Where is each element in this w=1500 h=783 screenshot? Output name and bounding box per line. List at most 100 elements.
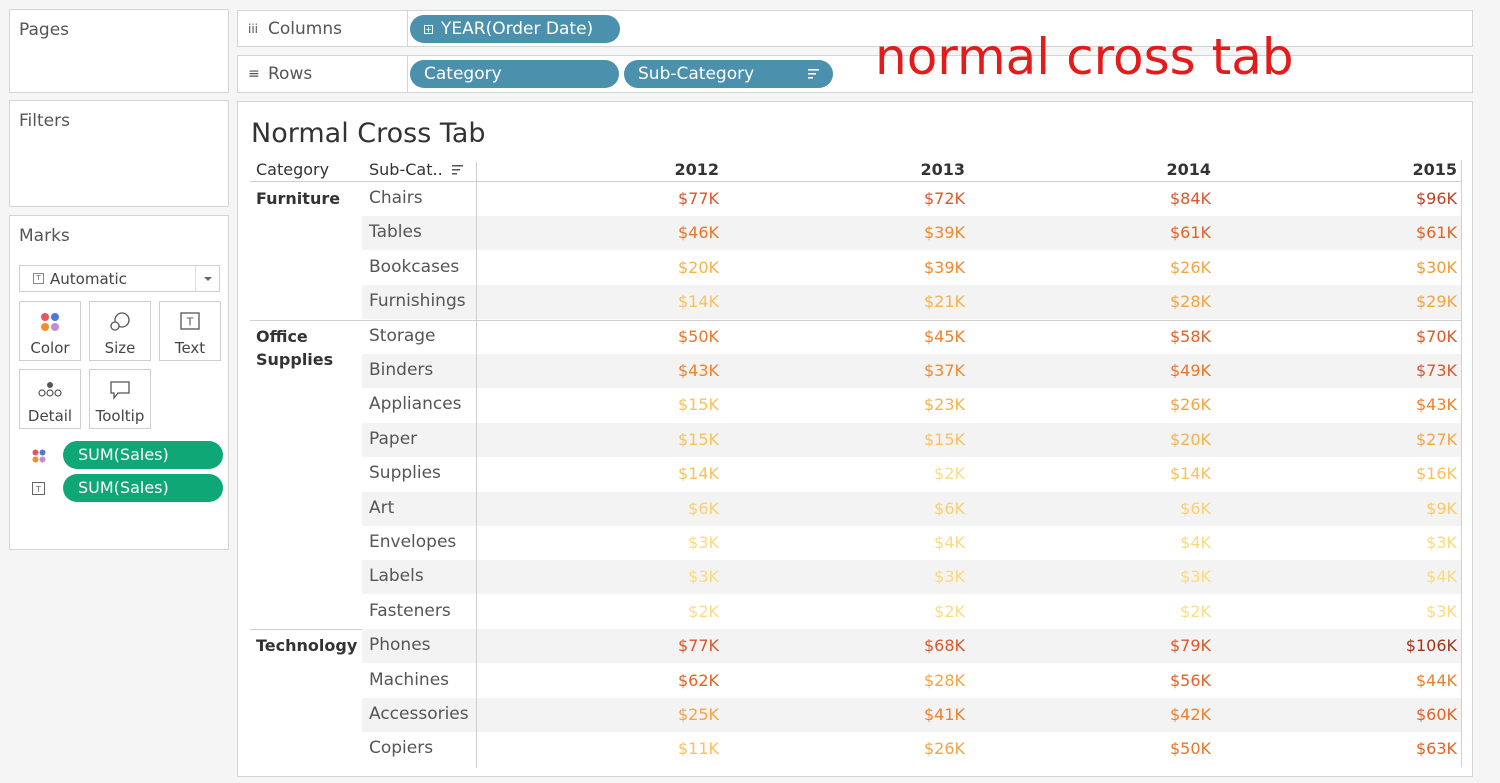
sort-icon[interactable] xyxy=(452,165,463,175)
sales-cell[interactable]: $27K xyxy=(1415,430,1457,449)
year-header-2012[interactable]: 2012 xyxy=(674,160,719,179)
sales-cell[interactable]: $2K xyxy=(1180,602,1211,621)
sales-cell[interactable]: $14K xyxy=(677,464,719,483)
table-row[interactable]: Labels $3K $3K $3K $4K xyxy=(250,560,1461,594)
sales-cell[interactable]: $62K xyxy=(677,671,719,690)
sales-cell[interactable]: $39K xyxy=(923,258,965,277)
sales-cell[interactable]: $63K xyxy=(1415,739,1457,758)
sales-cell[interactable]: $60K xyxy=(1415,705,1457,724)
sales-cell[interactable]: $9K xyxy=(1426,499,1457,518)
subcategory-cell[interactable]: Envelopes xyxy=(369,532,457,552)
sum-sales-text-pill[interactable]: SUM(Sales) xyxy=(63,474,223,502)
sales-cell[interactable]: $56K xyxy=(1169,671,1211,690)
table-row[interactable]: Appliances $15K $23K $26K $43K xyxy=(250,388,1461,422)
sales-cell[interactable]: $20K xyxy=(1169,430,1211,449)
table-row[interactable]: Binders $43K $37K $49K $73K xyxy=(250,354,1461,388)
sales-cell[interactable]: $26K xyxy=(1169,258,1211,277)
sales-cell[interactable]: $28K xyxy=(923,671,965,690)
sales-cell[interactable]: $15K xyxy=(677,430,719,449)
detail-button[interactable]: Detail xyxy=(19,369,81,429)
table-row[interactable]: Phones $77K $68K $79K $106K xyxy=(250,629,1461,663)
subcategory-cell[interactable]: Chairs xyxy=(369,188,423,208)
sales-cell[interactable]: $16K xyxy=(1415,464,1457,483)
sales-cell[interactable]: $42K xyxy=(1169,705,1211,724)
sales-cell[interactable]: $26K xyxy=(1169,395,1211,414)
sales-cell[interactable]: $4K xyxy=(1180,533,1211,552)
year-header-2015[interactable]: 2015 xyxy=(1412,160,1457,179)
sales-cell[interactable]: $3K xyxy=(1426,602,1457,621)
sales-cell[interactable]: $70K xyxy=(1415,327,1457,346)
sales-cell[interactable]: $3K xyxy=(1426,533,1457,552)
subcategory-cell[interactable]: Binders xyxy=(369,360,434,380)
table-row[interactable]: Envelopes $3K $4K $4K $3K xyxy=(250,526,1461,560)
sales-cell[interactable]: $2K xyxy=(934,464,965,483)
subcategory-cell[interactable]: Fasteners xyxy=(369,601,451,621)
sales-cell[interactable]: $96K xyxy=(1415,189,1457,208)
sales-cell[interactable]: $14K xyxy=(677,292,719,311)
sales-cell[interactable]: $3K xyxy=(688,533,719,552)
sales-cell[interactable]: $26K xyxy=(923,739,965,758)
chevron-down-icon[interactable] xyxy=(195,266,219,291)
sales-cell[interactable]: $77K xyxy=(677,636,719,655)
table-row[interactable]: Machines $62K $28K $56K $44K xyxy=(250,664,1461,698)
subcategory-cell[interactable]: Art xyxy=(369,498,395,518)
subcategory-cell[interactable]: Machines xyxy=(369,670,450,690)
table-row[interactable]: Chairs $77K $72K $84K $96K xyxy=(250,182,1461,216)
sales-cell[interactable]: $43K xyxy=(677,361,719,380)
sales-cell[interactable]: $4K xyxy=(934,533,965,552)
subcategory-cell[interactable]: Appliances xyxy=(369,394,462,414)
mark-type-dropdown[interactable]: T Automatic xyxy=(19,265,220,292)
sales-cell[interactable]: $3K xyxy=(688,567,719,586)
filters-card[interactable]: Filters xyxy=(9,100,229,207)
sales-cell[interactable]: $2K xyxy=(934,602,965,621)
table-row[interactable]: Supplies $14K $2K $14K $16K xyxy=(250,457,1461,491)
color-button[interactable]: Color xyxy=(19,301,81,361)
tooltip-button[interactable]: Tooltip xyxy=(89,369,151,429)
sales-cell[interactable]: $3K xyxy=(934,567,965,586)
sales-cell[interactable]: $49K xyxy=(1169,361,1211,380)
sales-cell[interactable]: $58K xyxy=(1169,327,1211,346)
sales-cell[interactable]: $43K xyxy=(1415,395,1457,414)
sales-cell[interactable]: $77K xyxy=(677,189,719,208)
sales-cell[interactable]: $6K xyxy=(688,499,719,518)
category-cell[interactable]: Technology xyxy=(256,636,358,655)
year-order-date-pill[interactable]: + YEAR(Order Date) xyxy=(410,15,620,43)
sales-cell[interactable]: $45K xyxy=(923,327,965,346)
sales-cell[interactable]: $6K xyxy=(934,499,965,518)
subcategory-cell[interactable]: Supplies xyxy=(369,463,441,483)
sales-cell[interactable]: $61K xyxy=(1169,223,1211,242)
subcategory-cell[interactable]: Paper xyxy=(369,429,418,449)
columns-shelf[interactable]: iii Columns + YEAR(Order Date) xyxy=(237,10,1473,47)
expand-icon[interactable]: + xyxy=(424,25,433,34)
sales-cell[interactable]: $68K xyxy=(923,636,965,655)
sales-cell[interactable]: $46K xyxy=(677,223,719,242)
subcategory-cell[interactable]: Accessories xyxy=(369,704,469,724)
sales-cell[interactable]: $72K xyxy=(923,189,965,208)
sales-cell[interactable]: $2K xyxy=(688,602,719,621)
sales-cell[interactable]: $79K xyxy=(1169,636,1211,655)
year-header-2014[interactable]: 2014 xyxy=(1166,160,1211,179)
sales-cell[interactable]: $37K xyxy=(923,361,965,380)
sales-cell[interactable]: $15K xyxy=(677,395,719,414)
year-header-2013[interactable]: 2013 xyxy=(920,160,965,179)
table-row[interactable]: Accessories $25K $41K $42K $60K xyxy=(250,698,1461,732)
sales-cell[interactable]: $84K xyxy=(1169,189,1211,208)
category-cell[interactable]: Furniture xyxy=(256,189,341,208)
sales-cell[interactable]: $6K xyxy=(1180,499,1211,518)
category-header[interactable]: Category xyxy=(256,160,330,179)
table-row[interactable]: Tables $46K $39K $61K $61K xyxy=(250,216,1461,250)
table-row[interactable]: Copiers $11K $26K $50K $63K xyxy=(250,732,1461,766)
sales-cell[interactable]: $73K xyxy=(1415,361,1457,380)
sales-cell[interactable]: $50K xyxy=(677,327,719,346)
sales-cell[interactable]: $50K xyxy=(1169,739,1211,758)
subcategory-cell[interactable]: Labels xyxy=(369,566,424,586)
table-row[interactable]: Fasteners $2K $2K $2K $3K xyxy=(250,595,1461,629)
sum-sales-color-pill[interactable]: SUM(Sales) xyxy=(63,441,223,469)
sales-cell[interactable]: $44K xyxy=(1415,671,1457,690)
category-pill[interactable]: Category xyxy=(410,60,619,88)
sales-cell[interactable]: $15K xyxy=(923,430,965,449)
subcategory-cell[interactable]: Storage xyxy=(369,326,436,346)
sales-cell[interactable]: $41K xyxy=(923,705,965,724)
table-row[interactable]: Art $6K $6K $6K $9K xyxy=(250,492,1461,526)
sales-cell[interactable]: $28K xyxy=(1169,292,1211,311)
